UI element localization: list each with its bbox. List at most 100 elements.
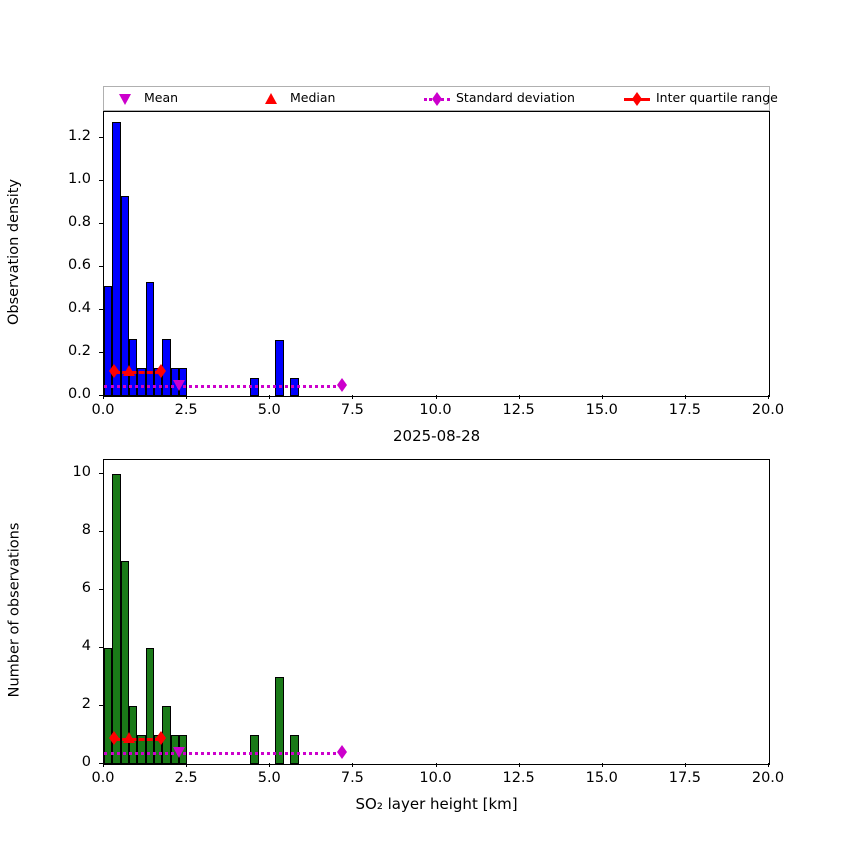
x-tick	[684, 395, 686, 399]
x-tick-label: 7.5	[340, 770, 364, 786]
legend-label: Standard deviation	[456, 90, 575, 106]
histogram-bar	[290, 377, 299, 396]
y-tick	[99, 222, 103, 224]
y-tick	[99, 136, 103, 138]
density-bars	[104, 112, 769, 396]
triangle-up-marker	[258, 92, 284, 106]
y-tick	[99, 763, 103, 764]
histogram-bar	[120, 561, 129, 764]
x-tick	[601, 763, 603, 767]
x-tick	[768, 395, 769, 399]
histogram-bar	[137, 368, 146, 396]
histogram-bar	[137, 735, 146, 764]
histogram-bar	[120, 195, 129, 396]
y-tick-label: 0.2	[67, 342, 91, 359]
x-tick-label: 0.0	[91, 402, 115, 418]
histogram-bar	[250, 377, 259, 396]
x-tick	[269, 395, 271, 399]
x-tick	[435, 395, 437, 399]
y-tick	[99, 265, 103, 267]
density-histogram-axes	[103, 111, 770, 397]
histogram-bar	[170, 368, 179, 396]
y-tick	[99, 473, 103, 475]
x-tick-label: 17.5	[668, 402, 702, 418]
histogram-bar	[145, 648, 154, 764]
histogram-bar	[153, 735, 163, 764]
y-tick-label: 0.8	[67, 213, 91, 230]
y-tick	[99, 179, 103, 181]
y-tick-label: 10	[72, 464, 91, 481]
x-tick-label: 5.0	[257, 770, 281, 786]
y-tick-label: 1.2	[67, 127, 91, 144]
y-tick-label: 0.6	[67, 256, 91, 273]
y-tick-label: 2	[81, 696, 91, 713]
figure-subtitle: 2025-08-28	[393, 427, 481, 445]
histogram-bar	[104, 648, 113, 764]
x-tick-label: 2.5	[174, 770, 198, 786]
y-tick-label: 0.0	[67, 386, 91, 402]
x-tick-label: 12.5	[502, 770, 535, 786]
histogram-bar	[153, 368, 163, 396]
legend-entry-mean[interactable]: Mean	[112, 87, 178, 110]
y-tick-label: 6	[81, 580, 91, 597]
x-tick	[352, 395, 354, 399]
y-tick	[99, 308, 103, 310]
x-tick	[768, 763, 769, 767]
histogram-bar	[112, 121, 121, 396]
x-tick	[352, 763, 354, 767]
y-tick	[99, 705, 103, 707]
x-tick-label: 15.0	[585, 402, 618, 418]
histogram-bar	[290, 735, 299, 764]
y-tick-label: 8	[81, 522, 91, 539]
y-tick	[99, 647, 103, 649]
y-tick	[99, 351, 103, 353]
diamond-marker	[424, 91, 450, 106]
histogram-bar	[128, 339, 138, 396]
legend-label: Mean	[144, 90, 179, 106]
histogram-bar	[275, 340, 284, 396]
histogram-bar	[104, 286, 113, 396]
x-tick	[103, 395, 104, 399]
x-tick	[269, 763, 271, 767]
x-tick-label: 2.5	[174, 402, 198, 418]
x-tick	[186, 395, 188, 399]
x-tick-label: 20.0	[751, 402, 785, 418]
histogram-bar	[178, 735, 188, 764]
x-tick-label: 17.5	[668, 770, 702, 786]
x-tick	[103, 763, 104, 767]
y-tick	[99, 531, 103, 533]
x-axis-label: SO₂ layer height [km]	[355, 795, 518, 813]
x-tick	[186, 763, 188, 767]
legend-entry-standard-deviation[interactable]: Standard deviation	[424, 87, 575, 110]
x-tick	[435, 763, 437, 767]
triangle-down-marker	[112, 92, 138, 106]
x-tick-label: 7.5	[340, 402, 364, 418]
legend: Mean Median Standard deviation Inter quarti…	[103, 86, 778, 111]
x-tick-label: 20.0	[751, 770, 785, 786]
histogram-bar	[112, 474, 121, 764]
x-tick	[684, 763, 686, 767]
y-axis-label-top: Observation density	[6, 178, 23, 326]
legend-entry-median[interactable]: Median	[258, 87, 335, 110]
y-tick-label: 0.4	[67, 299, 91, 316]
y-tick	[99, 589, 103, 591]
x-tick	[518, 395, 520, 399]
x-tick-label: 0.0	[91, 770, 115, 786]
y-axis-label-bottom: Number of observations	[5, 522, 22, 698]
x-tick-label: 15.0	[585, 770, 618, 786]
count-histogram-axes	[103, 459, 770, 765]
x-tick-label: 10.0	[419, 402, 452, 418]
y-tick-label: 4	[81, 638, 91, 655]
x-tick	[601, 395, 603, 399]
histogram-bar	[128, 706, 138, 764]
y-tick-label: 0	[81, 754, 91, 770]
legend-entry-inter-quartile-range[interactable]: Inter quartile range	[624, 87, 778, 110]
histogram-bar	[275, 677, 284, 764]
count-bars	[104, 460, 769, 764]
x-tick-label: 12.5	[502, 402, 535, 418]
x-tick-label: 5.0	[257, 402, 281, 418]
histogram-bar	[170, 735, 179, 764]
y-tick-label: 1.0	[67, 170, 91, 187]
histogram-bar	[162, 706, 171, 764]
